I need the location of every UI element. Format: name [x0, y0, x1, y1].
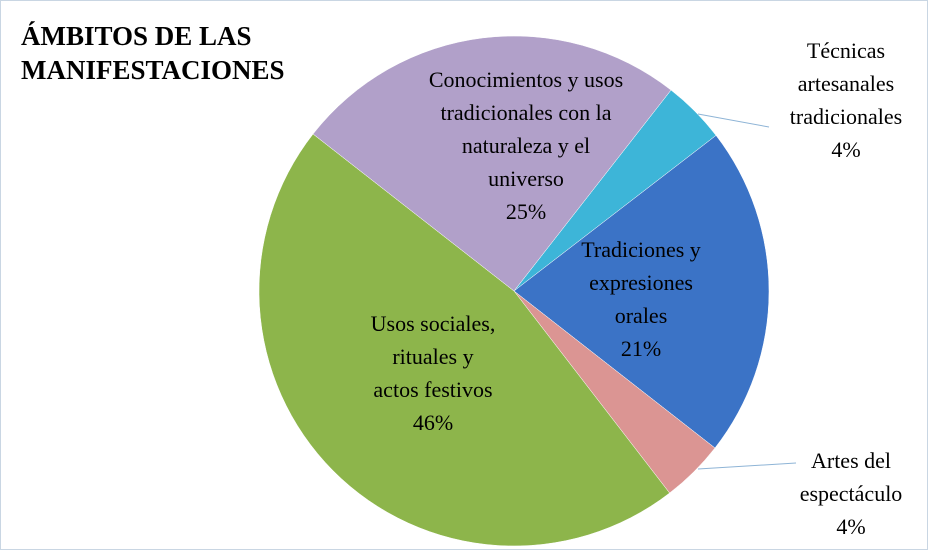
slice-label: Artes del espectáculo: [799, 448, 903, 506]
value-label: 46%: [412, 410, 454, 435]
slice-label: Técnicas artesanales tradicionales: [789, 38, 903, 129]
value-label: 21%: [620, 336, 662, 361]
slice-label: Conocimientos y usos tradicionales con l…: [428, 67, 624, 191]
slice-label: Usos sociales, rituales y actos festivos: [370, 311, 496, 402]
value-label: 25%: [505, 199, 547, 224]
slice-label: Tradiciones y expresiones orales: [581, 237, 701, 328]
value-label: 4%: [831, 137, 861, 162]
leader-line: [697, 462, 797, 470]
pie-slice: [513, 135, 770, 449]
pie-slice: [312, 35, 672, 292]
pie-slice: [258, 133, 670, 547]
chart-title: ÁMBITOS DE LAS MANIFESTACIONES: [21, 21, 285, 85]
value-label: 4%: [836, 514, 866, 539]
leader-line: [697, 113, 770, 128]
